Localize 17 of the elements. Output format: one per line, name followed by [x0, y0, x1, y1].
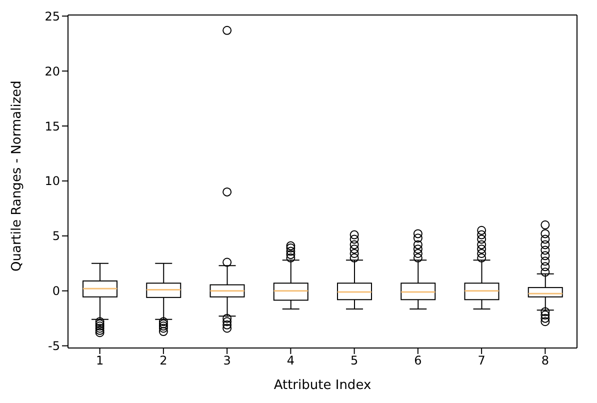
x-tick-label: 7 [478, 354, 486, 368]
x-axis-title: Attribute Index [274, 378, 372, 394]
x-tick-label: 1 [96, 354, 104, 368]
y-tick-label: 20 [44, 64, 60, 78]
x-tick-label: 4 [286, 354, 295, 368]
y-tick-label: -5 [48, 339, 60, 354]
x-tick-label: 8 [541, 354, 550, 368]
y-tick-label: 10 [44, 174, 60, 188]
x-tick-label: 2 [160, 354, 168, 368]
x-tick-label: 3 [223, 354, 231, 368]
y-axis-title: Quartile Ranges - Normalized [10, 80, 25, 272]
x-tick-label: 6 [414, 354, 422, 368]
y-tick-label: 0 [52, 284, 60, 298]
y-tick-label: 25 [44, 9, 60, 24]
y-tick-label: 15 [44, 119, 60, 134]
x-tick-label: 5 [350, 354, 358, 368]
y-tick-label: 5 [52, 229, 60, 244]
